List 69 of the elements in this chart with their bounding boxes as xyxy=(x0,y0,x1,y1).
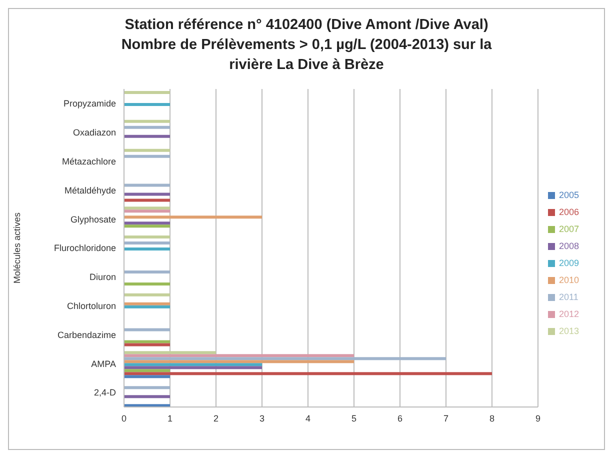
bar xyxy=(124,120,170,123)
x-tick-label: 1 xyxy=(167,413,173,424)
bar xyxy=(124,363,262,366)
y-tick-label: Oxadiazon xyxy=(72,128,116,138)
bar xyxy=(124,375,170,378)
legend-label: 2011 xyxy=(558,292,578,302)
bar xyxy=(124,103,170,106)
x-tick-label: 4 xyxy=(305,413,310,424)
y-tick-label: Diuron xyxy=(89,272,116,282)
bar xyxy=(124,343,170,346)
bar xyxy=(124,184,170,187)
bar xyxy=(124,210,170,213)
bar xyxy=(124,354,354,358)
bar xyxy=(124,360,354,364)
legend-label: 2009 xyxy=(558,258,579,268)
bar xyxy=(124,216,262,219)
bar xyxy=(124,91,170,94)
legend-label: 2005 xyxy=(558,190,579,200)
bar xyxy=(124,340,170,344)
bar xyxy=(124,366,262,370)
bar xyxy=(124,293,170,296)
y-tick-label: 2,4-D xyxy=(94,388,116,398)
x-tick-label: 3 xyxy=(259,413,264,424)
bar xyxy=(124,302,170,306)
bar xyxy=(124,357,446,360)
legend-label: 2006 xyxy=(558,206,579,216)
bar xyxy=(124,126,170,129)
bar xyxy=(124,236,170,239)
bar xyxy=(124,222,170,225)
chart-title: Station référence n° 4102400 (Dive Amont /Dive Aval) Nombre de Prélèvements > 0,1 µg/L (2004-2013) sur la rivière La Dive à Brèze xyxy=(120,16,493,75)
bar xyxy=(124,305,170,308)
bar xyxy=(124,198,170,202)
bar xyxy=(124,248,170,251)
bar xyxy=(124,369,170,372)
y-tick-label: Chlortoluron xyxy=(66,301,116,312)
bar xyxy=(124,192,170,196)
legend-label: 2007 xyxy=(558,224,579,234)
bar xyxy=(124,206,170,210)
bar xyxy=(124,148,170,152)
bar xyxy=(124,270,170,274)
bar xyxy=(124,372,492,376)
y-tick-label: AMPA xyxy=(91,358,116,369)
x-tick-label: 7 xyxy=(443,413,448,424)
x-tick-label: 2 xyxy=(213,413,218,424)
y-axis-title: Molécules actives xyxy=(12,212,22,284)
bar xyxy=(124,395,170,398)
bar xyxy=(124,351,216,354)
x-tick-label: 6 xyxy=(397,413,402,424)
bar xyxy=(124,134,170,138)
legend-label: 2013 xyxy=(558,326,579,336)
y-tick-label: Propyzamide xyxy=(63,98,116,109)
y-tick-label: Carbendazime xyxy=(57,330,116,340)
bar xyxy=(124,282,170,286)
bar xyxy=(124,224,170,228)
x-tick-label: 8 xyxy=(489,413,494,424)
y-tick-label: Flurochloridone xyxy=(54,243,116,254)
y-tick-label: Métazachlore xyxy=(62,156,116,166)
bar xyxy=(124,242,170,245)
legend-label: 2012 xyxy=(558,308,579,318)
x-tick-label: 0 xyxy=(121,413,127,424)
y-tick-label: Métaldéhyde xyxy=(64,185,116,196)
bar xyxy=(124,328,170,332)
y-tick-label: Glyphosate xyxy=(70,214,116,224)
bar xyxy=(124,154,170,158)
x-tick-label: 5 xyxy=(351,413,356,424)
legend-label: 2008 xyxy=(558,240,579,250)
bar xyxy=(124,386,170,390)
x-tick-label: 9 xyxy=(535,413,540,424)
legend-label: 2010 xyxy=(558,274,579,284)
